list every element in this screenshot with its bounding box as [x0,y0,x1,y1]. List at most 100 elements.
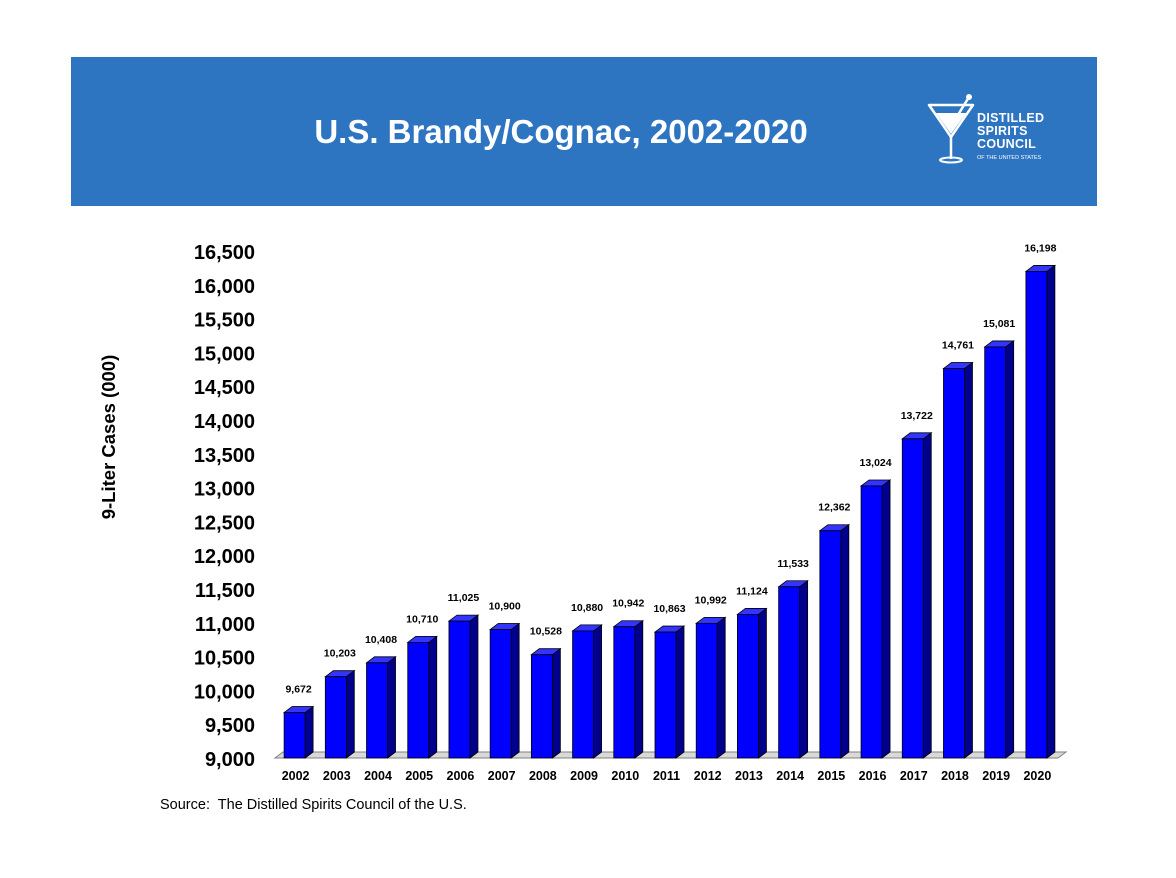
data-label-2009: 10,880 [571,602,603,614]
bar-2010 [613,626,636,759]
bar-side-2020 [1046,264,1056,759]
bar-side-2013 [758,607,767,759]
data-label-2013: 11,124 [736,585,768,597]
x-tick-label: 2006 [447,769,475,783]
y-tick-label: 14,000 [194,411,255,433]
bar-2004 [366,662,388,759]
bar-2011 [654,631,677,759]
bar-2007 [489,629,512,759]
bar-side-2011 [675,625,685,759]
x-tick-label: 2008 [529,769,557,783]
logo-line-2: SPIRITS [977,124,1028,138]
bar-side-2002 [304,705,314,759]
distilled-spirits-council-logo: DISTILLED SPIRITS COUNCIL OF THE UNITED … [927,93,1067,173]
bar-2008 [530,654,553,759]
x-tick-label: 2016 [859,769,887,783]
data-label-2018: 14,761 [942,340,974,352]
y-tick-label: 13,500 [194,445,255,467]
bar-2015 [819,530,842,759]
x-tick-label: 2005 [405,769,433,783]
y-tick-label: 11,500 [195,580,255,602]
data-label-2019: 15,081 [983,318,1015,330]
y-tick-label: 13,000 [194,479,255,501]
bar-2020 [1025,271,1048,759]
bar-2009 [572,630,594,759]
bar-side-2004 [387,656,396,759]
bar-2003 [324,676,347,759]
bar-2019 [984,346,1007,759]
x-tick-label: 2013 [735,769,763,783]
x-tick-label: 2009 [570,769,598,783]
bar-side-2017 [922,431,932,759]
data-label-2004: 10,408 [365,634,397,646]
y-tick-label: 10,500 [194,648,255,670]
y-tick-label: 9,000 [205,749,255,771]
bar-side-2014 [799,579,809,759]
bar-2014 [778,586,801,759]
y-tick-label: 12,500 [194,512,255,534]
bar-2018 [943,368,965,759]
bar-side-2007 [510,622,520,759]
data-label-2005: 10,710 [406,613,438,625]
bar-side-2008 [551,647,561,759]
x-tick-label: 2014 [776,769,804,783]
header-band: U.S. Brandy/Cognac, 2002-2020 DISTILLED … [71,57,1097,206]
bar-2016 [860,485,883,759]
bar-side-2006 [469,614,479,759]
y-tick-label: 11,000 [195,614,255,636]
bar-side-2018 [964,361,973,759]
x-tick-label: 2012 [694,769,722,783]
x-tick-label: 2007 [488,769,516,783]
x-tick-label: 2017 [900,769,928,783]
data-label-2006: 11,025 [448,592,480,604]
bar-2002 [283,712,306,759]
bar-2017 [901,438,924,759]
x-tick-label: 2002 [282,769,310,783]
y-tick-label: 15,000 [194,343,255,365]
martini-glass-icon [927,94,975,164]
logo-line-1: DISTILLED [977,111,1045,125]
bar-side-2016 [881,479,891,759]
x-tick-label: 2019 [982,769,1010,783]
data-label-2017: 13,722 [901,410,933,422]
data-label-2002: 9,672 [285,684,311,696]
logo-tagline: OF THE UNITED STATES [977,155,1042,161]
x-tick-label: 2010 [611,769,639,783]
y-tick-label: 10,000 [194,681,255,703]
data-label-2010: 10,942 [612,598,644,610]
chart-title: U.S. Brandy/Cognac, 2002-2020 [314,113,808,150]
y-tick-label: 14,500 [194,377,255,399]
bar-2013 [737,614,759,759]
bar-side-2003 [345,669,355,759]
bar-side-2012 [716,616,726,759]
bar-side-2005 [428,635,438,759]
bar-2012 [695,622,718,759]
x-tick-label: 2011 [653,769,680,783]
data-label-2014: 11,533 [777,558,809,570]
data-label-2008: 10,528 [530,626,562,638]
data-label-2007: 10,900 [489,601,521,613]
bar-side-2009 [593,624,602,759]
bar-side-2019 [1005,340,1015,759]
y-tick-label: 12,000 [194,546,255,568]
x-tick-label: 2018 [941,769,969,783]
data-label-2011: 10,863 [653,603,685,615]
bar-2005 [407,642,430,759]
data-label-2015: 12,362 [818,502,850,514]
data-label-2016: 13,024 [859,457,891,469]
data-label-2020: 16,198 [1024,242,1056,254]
bar-side-2015 [840,523,850,759]
data-label-2003: 10,203 [324,648,356,660]
x-tick-label: 2004 [364,769,392,783]
y-tick-label: 16,500 [194,242,255,264]
y-tick-label: 9,500 [205,715,255,737]
bar-side-2010 [634,619,644,759]
logo-wordmark: DISTILLED SPIRITS COUNCIL [977,112,1044,151]
y-tick-label: 16,000 [194,276,255,298]
y-tick-label: 15,500 [194,310,255,332]
bar-2006 [448,620,471,759]
data-label-2012: 10,992 [695,594,727,606]
logo-line-3: COUNCIL [977,137,1037,151]
x-tick-label: 2015 [817,769,845,783]
